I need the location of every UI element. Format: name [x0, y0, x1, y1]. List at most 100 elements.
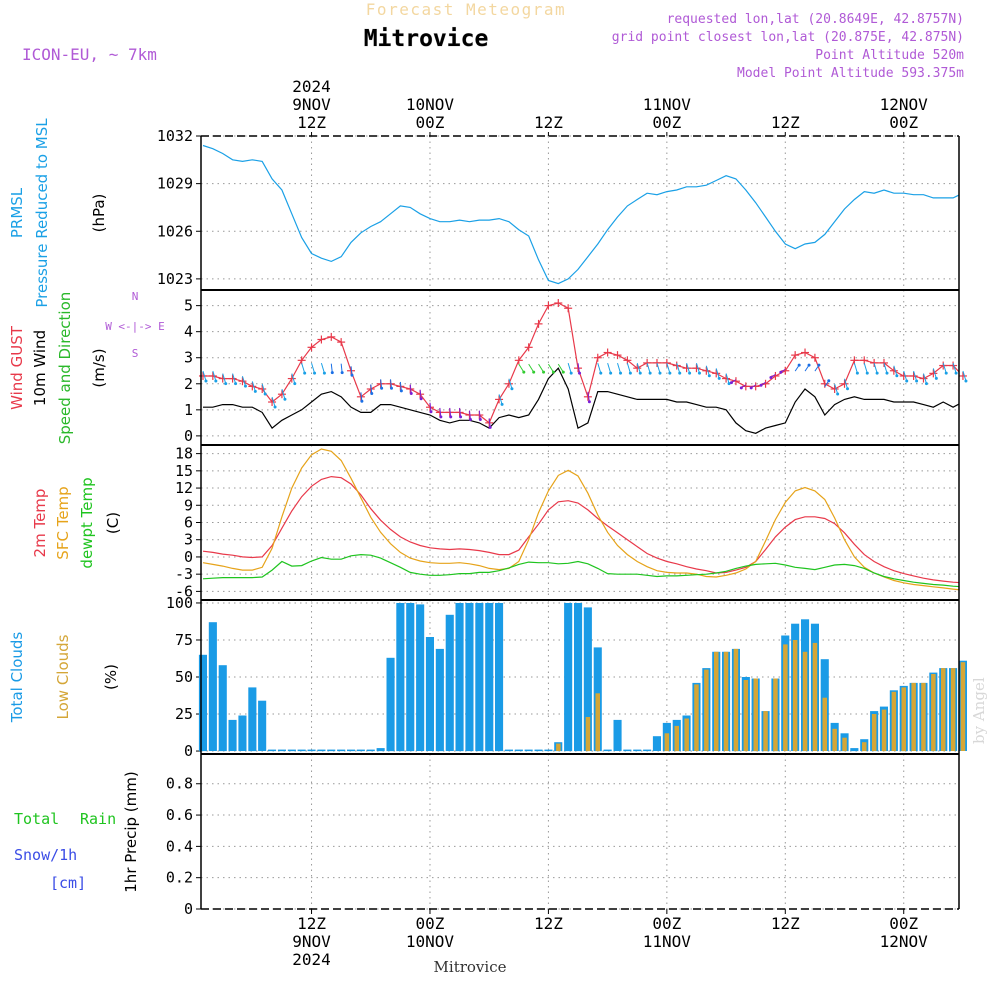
wind-arrow-shaft	[863, 363, 868, 374]
wind-arrow-shaft	[380, 379, 383, 389]
wind-arrow-shaft	[547, 363, 554, 373]
wind-arrow-head	[875, 371, 879, 375]
wind-arrow-shaft	[626, 363, 631, 374]
top-time-label: 11NOV	[643, 95, 692, 114]
panel-wind: 0 1 2 3 4 5	[184, 289, 968, 445]
wind-arrow	[739, 384, 747, 390]
wind-arrow-head	[769, 375, 773, 379]
wind-arrow	[320, 363, 326, 375]
wind-arrow-shaft	[222, 373, 227, 384]
ylabel-ms: (m/s)	[90, 348, 108, 387]
wind-arrow-head	[370, 391, 374, 395]
wind-arrow	[705, 365, 711, 378]
low-cloud-bar	[871, 714, 877, 751]
total-cloud-bar	[228, 719, 237, 751]
wind-arrow	[330, 363, 334, 375]
wind-arrow	[360, 392, 364, 403]
gust-point	[603, 348, 612, 357]
wind-arrow	[508, 378, 514, 391]
gust-point	[929, 369, 938, 378]
gust-point	[218, 374, 227, 383]
gust-point	[248, 382, 257, 391]
total-cloud-bar	[347, 749, 356, 752]
gust-point	[810, 353, 819, 362]
wind-arrow	[459, 407, 463, 419]
wind-arrow-head	[779, 370, 783, 374]
wind-arrow-shaft	[913, 370, 918, 382]
low-cloud-bar	[556, 743, 561, 751]
y-tick-label: 100	[166, 594, 193, 612]
legend-cm: [cm]	[50, 874, 86, 892]
wind-arrow	[725, 373, 731, 386]
gust-point	[327, 332, 336, 341]
wind-arrow-shaft	[577, 363, 581, 374]
gust-point	[317, 335, 326, 344]
y-tick-label: 12	[175, 479, 193, 497]
point-altitude: Point Altitude 520m	[815, 48, 964, 63]
wind-arrow-head	[569, 371, 573, 375]
y-tick-label: 4	[184, 323, 193, 341]
gust-point	[564, 304, 573, 313]
wind-arrow-shaft	[656, 363, 661, 374]
total-cloud-bar	[406, 603, 415, 752]
wind-arrow-head	[688, 371, 692, 375]
low-cloud-bar	[802, 651, 808, 751]
total-cloud-bar	[564, 603, 573, 752]
panel-clouds: 0 25 50 75 100	[166, 594, 967, 760]
wind-arrow	[399, 381, 403, 393]
wind-arrow	[478, 410, 482, 422]
wind-arrow	[922, 373, 928, 386]
y-tick-label: 1029	[157, 175, 193, 193]
wind-arrow-shaft	[232, 373, 237, 384]
wind-arrow	[488, 418, 492, 429]
wind-arrow-head	[865, 371, 869, 375]
gust-point	[504, 379, 513, 388]
wind-arrow-shaft	[853, 363, 858, 374]
wind-arrow	[212, 370, 218, 383]
wind-arrow-head	[905, 379, 909, 383]
total-cloud-bar	[287, 749, 296, 752]
wind-arrow-head	[283, 397, 287, 401]
gust-point	[643, 358, 652, 367]
total-cloud-bar	[208, 622, 217, 751]
wind-arrow-head	[399, 389, 403, 393]
top-time-label: 00Z	[416, 113, 445, 132]
wind-arrow-head	[628, 371, 632, 375]
y-tick-label: 25	[175, 705, 193, 723]
wind-arrow-head	[488, 425, 492, 429]
low-cloud-bar	[842, 737, 847, 751]
wind-arrow-shaft	[212, 370, 217, 382]
gust-point	[889, 366, 898, 375]
wind-arrow	[729, 379, 737, 385]
low-cloud-bar	[753, 678, 758, 752]
ylabel-direction: Speed and Direction	[56, 292, 74, 445]
gust-point	[939, 361, 948, 370]
gust-point	[850, 356, 859, 365]
wind-arrow-shaft	[498, 394, 503, 405]
wind-arrow	[863, 363, 869, 375]
low-cloud-bar	[891, 691, 897, 751]
low-cloud-bar	[812, 642, 818, 751]
total-cloud-bar	[317, 749, 326, 752]
gust-point	[268, 398, 277, 407]
series-line-gust	[203, 302, 959, 424]
wind-arrow-head	[964, 379, 968, 383]
wind-arrow	[942, 363, 948, 375]
wind-arrow-head	[707, 374, 711, 378]
wind-arrow-head	[807, 363, 811, 367]
ylabel-wind10m: 10m Wind	[31, 330, 49, 406]
ylabel-c: (C)	[104, 512, 122, 534]
wind-arrow	[449, 407, 453, 419]
wind-arrow	[557, 363, 565, 374]
wind-arrow-head	[668, 371, 672, 375]
wind-arrow	[883, 363, 889, 375]
gust-point	[258, 384, 267, 393]
y-tick-label: 1026	[157, 222, 193, 240]
y-tick-label: 75	[175, 631, 193, 649]
y-tick-label: 0.6	[166, 806, 193, 824]
wind-arrow-shaft	[903, 370, 908, 382]
wind-arrow-shaft	[202, 370, 207, 382]
ylabel-sfc-temp: SFC Temp	[54, 486, 72, 559]
wind-arrow	[913, 370, 919, 383]
